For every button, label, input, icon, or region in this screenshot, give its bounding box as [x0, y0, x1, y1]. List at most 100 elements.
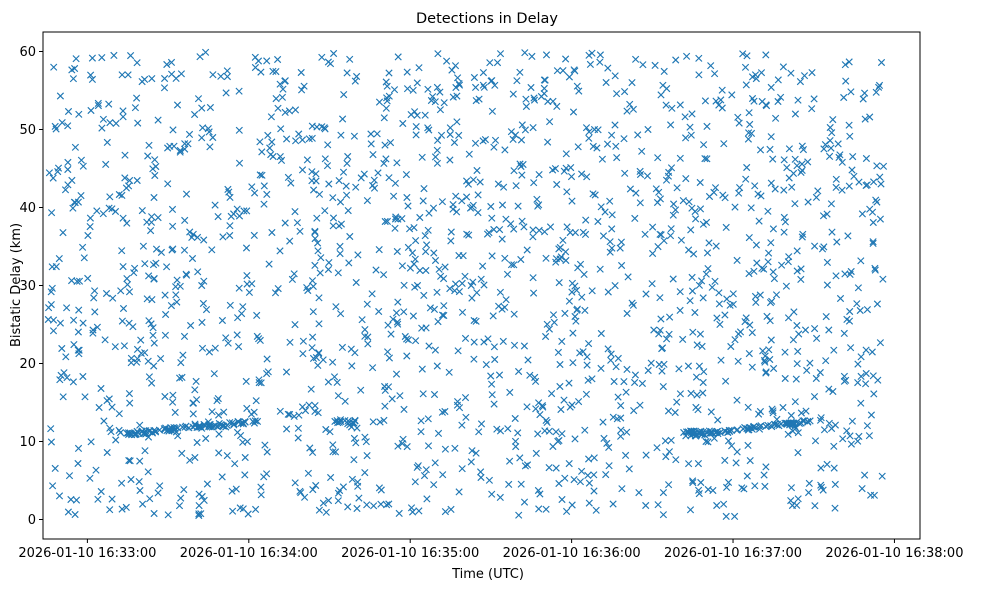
data-point [470, 316, 478, 325]
data-point [393, 159, 401, 167]
data-point [552, 428, 560, 436]
data-point [90, 287, 99, 295]
data-point [200, 496, 208, 505]
data-point [279, 85, 287, 93]
data-point [733, 256, 741, 265]
data-point [552, 258, 560, 266]
data-point [846, 344, 855, 352]
data-point [745, 233, 753, 242]
data-point [681, 134, 690, 142]
data-point [507, 220, 515, 228]
data-point [622, 388, 630, 396]
data-point [545, 325, 554, 333]
data-point [223, 67, 231, 75]
data-point [535, 505, 543, 513]
data-point [300, 493, 309, 501]
data-point [436, 106, 445, 114]
data-point [235, 284, 243, 292]
data-point [125, 288, 134, 296]
data-point [144, 468, 152, 476]
data-point [313, 214, 321, 222]
data-point [361, 468, 369, 477]
data-point [534, 399, 543, 407]
data-point [399, 119, 407, 128]
data-point [586, 60, 595, 69]
data-point [189, 423, 197, 431]
data-point [324, 378, 333, 386]
data-point [521, 462, 530, 470]
data-point [702, 437, 710, 446]
data-point [458, 421, 466, 429]
data-point [154, 116, 162, 124]
data-point [823, 281, 832, 289]
data-point [842, 376, 850, 384]
data-point [107, 428, 115, 436]
data-point [343, 159, 351, 168]
data-point [373, 130, 381, 138]
data-point [556, 360, 564, 369]
data-point [257, 68, 265, 76]
data-point [206, 103, 215, 112]
data-point [576, 478, 585, 486]
data-point [55, 492, 64, 500]
data-point [559, 236, 567, 244]
data-point [147, 379, 156, 387]
data-point [290, 270, 298, 278]
data-point [510, 310, 518, 318]
data-point [454, 347, 462, 355]
data-point [130, 269, 138, 277]
data-point [712, 242, 720, 250]
data-point [391, 179, 400, 187]
data-point [62, 353, 70, 361]
data-point [549, 442, 557, 451]
data-point [543, 138, 552, 146]
data-point [106, 506, 114, 514]
data-point [751, 292, 760, 301]
data-point [242, 377, 250, 386]
data-point [744, 441, 752, 450]
data-point [819, 212, 828, 220]
data-point [337, 418, 345, 426]
data-point [825, 152, 834, 161]
data-point [154, 213, 162, 222]
data-point [312, 481, 320, 490]
data-point [577, 467, 586, 475]
data-point [638, 147, 646, 155]
data-point [860, 471, 869, 479]
data-point [419, 390, 427, 398]
data-point [308, 122, 316, 130]
data-point [609, 500, 617, 508]
data-point [743, 163, 751, 172]
data-point [479, 137, 487, 145]
data-point [193, 438, 201, 447]
data-point [672, 456, 680, 464]
data-point [291, 207, 299, 216]
data-point [346, 55, 354, 63]
data-point [563, 223, 571, 231]
data-point [841, 270, 849, 278]
data-point [315, 506, 324, 514]
data-point [133, 59, 141, 67]
data-point [682, 174, 690, 183]
data-point [567, 172, 576, 181]
data-point [73, 277, 81, 286]
data-point [553, 67, 562, 75]
data-point [324, 141, 332, 149]
data-point [529, 289, 538, 297]
data-point [49, 316, 58, 324]
data-point [415, 64, 423, 72]
data-point [519, 160, 527, 169]
data-point [143, 295, 151, 303]
data-point [263, 448, 271, 456]
data-point [404, 336, 413, 344]
data-point [402, 170, 411, 179]
data-point [659, 488, 668, 497]
data-point [175, 502, 184, 510]
data-point [47, 438, 56, 446]
data-point [350, 434, 359, 443]
data-point [181, 140, 189, 148]
data-point [141, 447, 149, 455]
data-point [305, 401, 313, 409]
data-point [856, 306, 864, 315]
